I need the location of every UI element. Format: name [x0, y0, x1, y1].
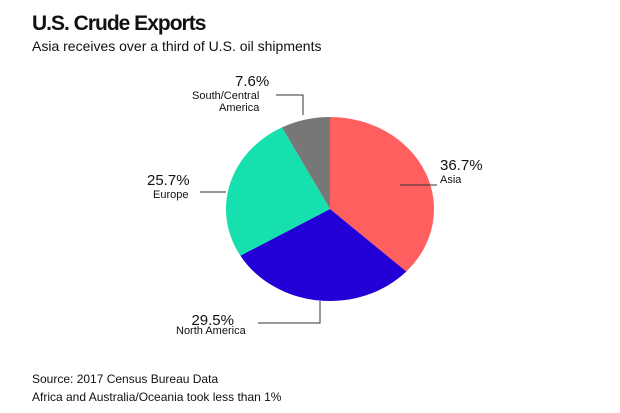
label-northamerica-name: North America [176, 325, 246, 337]
pie-slice-europe [226, 127, 330, 256]
label-southcentral-pct: 7.6% [235, 73, 270, 90]
label-southcentral-name: South/Central [192, 90, 260, 102]
pie-slice-asia [330, 117, 434, 272]
label-europe-name: Europe [153, 189, 189, 201]
chart-subtitle: Asia receives over a third of U.S. oil s… [32, 38, 322, 54]
pie-slice-south-central [281, 117, 330, 209]
label-asia-pct: 36.7% [440, 157, 483, 174]
leader-lines [200, 94, 437, 324]
label-asia-name: Asia [440, 174, 462, 186]
label-southcentral-name2: America [219, 102, 260, 114]
chart-title: U.S. Crude Exports [32, 12, 206, 35]
pie-slice-north-america [240, 209, 407, 301]
source-note: Source: 2017 Census Bureau Data [32, 372, 219, 386]
label-europe-pct: 25.7% [147, 172, 190, 189]
footnote: Africa and Australia/Oceania took less t… [32, 390, 282, 404]
